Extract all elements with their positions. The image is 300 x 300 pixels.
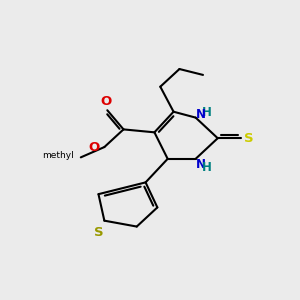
Text: S: S bbox=[94, 226, 104, 239]
Text: N: N bbox=[196, 158, 206, 171]
Text: H: H bbox=[202, 106, 212, 119]
Text: methyl: methyl bbox=[42, 151, 74, 160]
Text: N: N bbox=[196, 108, 206, 121]
Text: O: O bbox=[89, 141, 100, 154]
Text: S: S bbox=[244, 132, 254, 145]
Text: H: H bbox=[202, 160, 212, 174]
Text: O: O bbox=[100, 95, 112, 108]
